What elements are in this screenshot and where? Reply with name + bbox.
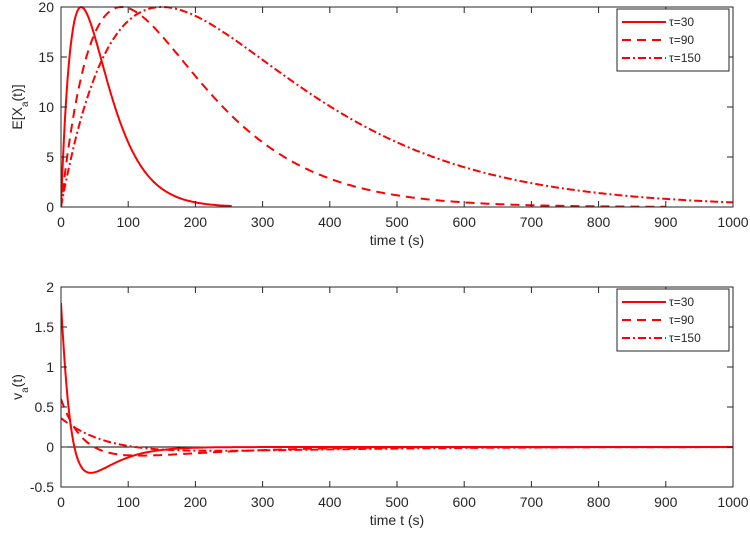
x-tick-label: 900 <box>654 494 678 510</box>
y-tick-label: 10 <box>38 99 54 115</box>
x-tick-label: 900 <box>654 214 678 230</box>
x-tick-label: 100 <box>117 214 141 230</box>
y-tick-label: 5 <box>46 149 54 165</box>
legend-label: τ=150 <box>669 331 701 345</box>
x-tick-label: 300 <box>251 214 275 230</box>
x-tick-label: 500 <box>385 494 409 510</box>
x-tick-label: 1000 <box>717 494 748 510</box>
x-tick-label: 500 <box>385 214 409 230</box>
x-tick-label: 700 <box>520 214 544 230</box>
series-dashed-line <box>61 6 666 207</box>
velocity-plot: 0 100 200 300 400 500 600 700 800 900 1000-0.500.5… <box>9 279 749 528</box>
expected-value-plot: 0 100 200 300 400 500 600 700 800 900 1000 0 5 10 15 20… <box>9 0 749 248</box>
y-tick-label: 15 <box>38 49 54 65</box>
legend: τ=30 τ=90 τ=150 <box>616 8 730 72</box>
x-tick-label: 800 <box>587 214 611 230</box>
x-tick-label: 1000 <box>717 214 748 230</box>
y-tick-label: 0 <box>46 199 54 215</box>
x-tick-label: 300 <box>251 494 275 510</box>
x-tick-label: 600 <box>453 494 477 510</box>
x-tick-label: 800 <box>587 494 611 510</box>
legend-label: τ=30 <box>669 295 694 309</box>
series-dashdot-line <box>61 417 733 452</box>
legend: τ=30 τ=90 τ=150 <box>616 288 730 352</box>
y-tick-label: 2 <box>46 279 54 295</box>
legend-label: τ=90 <box>669 33 694 47</box>
y-tick-label: 20 <box>38 0 54 15</box>
x-axis-label: time t (s) <box>370 512 424 528</box>
x-tick-label: 400 <box>318 214 342 230</box>
y-tick-label: 0.5 <box>35 399 55 415</box>
series-solid-line <box>61 5 232 207</box>
x-tick-label: 0 <box>57 214 65 230</box>
y-tick-label: 1.5 <box>35 319 55 335</box>
y-axis-label: E[Xa(t)] <box>9 84 31 129</box>
y-tick-label: 1 <box>46 359 54 375</box>
y-tick-label: -0.5 <box>30 479 54 495</box>
series-dashdot-line <box>61 6 733 207</box>
x-tick-label: 400 <box>318 494 342 510</box>
legend-label: τ=150 <box>669 51 701 65</box>
y-axis-label: va(t) <box>9 374 31 400</box>
x-tick-label: 700 <box>520 494 544 510</box>
x-tick-label: 600 <box>453 214 477 230</box>
y-tick-label: 0 <box>46 439 54 455</box>
x-tick-label: 0 <box>57 494 65 510</box>
x-tick-label: 200 <box>184 214 208 230</box>
x-axis-label: time t (s) <box>370 232 424 248</box>
x-tick-label: 200 <box>184 494 208 510</box>
x-tick-label: 100 <box>117 494 141 510</box>
legend-label: τ=90 <box>669 313 694 327</box>
legend-label: τ=30 <box>669 15 694 29</box>
